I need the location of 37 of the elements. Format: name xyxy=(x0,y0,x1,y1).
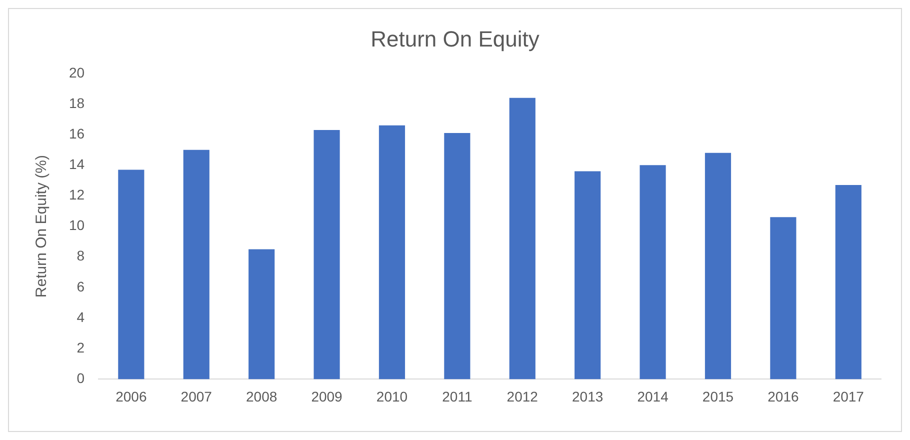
x-tick-label: 2014 xyxy=(637,388,669,404)
y-tick-label: 8 xyxy=(76,248,85,264)
x-tick-label: 2006 xyxy=(116,388,147,404)
x-tick-label: 2015 xyxy=(702,388,734,404)
x-tick-label: 2011 xyxy=(442,388,472,404)
bar xyxy=(574,171,601,380)
bar xyxy=(248,249,275,380)
bar xyxy=(314,130,340,380)
x-tick-label: 2012 xyxy=(506,388,538,404)
chart-title: Return On Equity xyxy=(370,26,540,52)
x-tick-label: 2009 xyxy=(311,388,343,404)
bar xyxy=(183,150,210,380)
bar xyxy=(509,98,536,380)
x-tick-label: 2008 xyxy=(246,388,278,404)
y-tick-label: 4 xyxy=(76,308,85,325)
bar xyxy=(444,133,470,380)
y-tick-label: 2 xyxy=(76,339,85,356)
y-tick-label: 16 xyxy=(68,125,85,142)
bar xyxy=(770,217,796,380)
bar xyxy=(378,125,406,380)
x-tick-label: 2010 xyxy=(376,388,408,404)
x-tick-label: 2007 xyxy=(180,388,212,404)
y-tick-label: 0 xyxy=(76,370,85,386)
y-tick-label: 6 xyxy=(76,278,85,294)
x-tick-label: 2016 xyxy=(768,388,799,404)
y-tick-label: 14 xyxy=(68,156,85,172)
bar xyxy=(640,165,666,380)
bar xyxy=(835,185,862,380)
y-tick-label: 18 xyxy=(68,94,85,111)
y-axis-title: Return On Equity (%) xyxy=(33,155,50,298)
x-tick-label: 2013 xyxy=(572,388,604,404)
y-tick-label: 10 xyxy=(68,217,85,234)
y-tick-label: 12 xyxy=(68,186,85,203)
x-tick-label: 2017 xyxy=(832,388,864,404)
bar xyxy=(704,152,732,380)
bar xyxy=(118,170,144,380)
y-tick-label: 20 xyxy=(68,64,85,80)
